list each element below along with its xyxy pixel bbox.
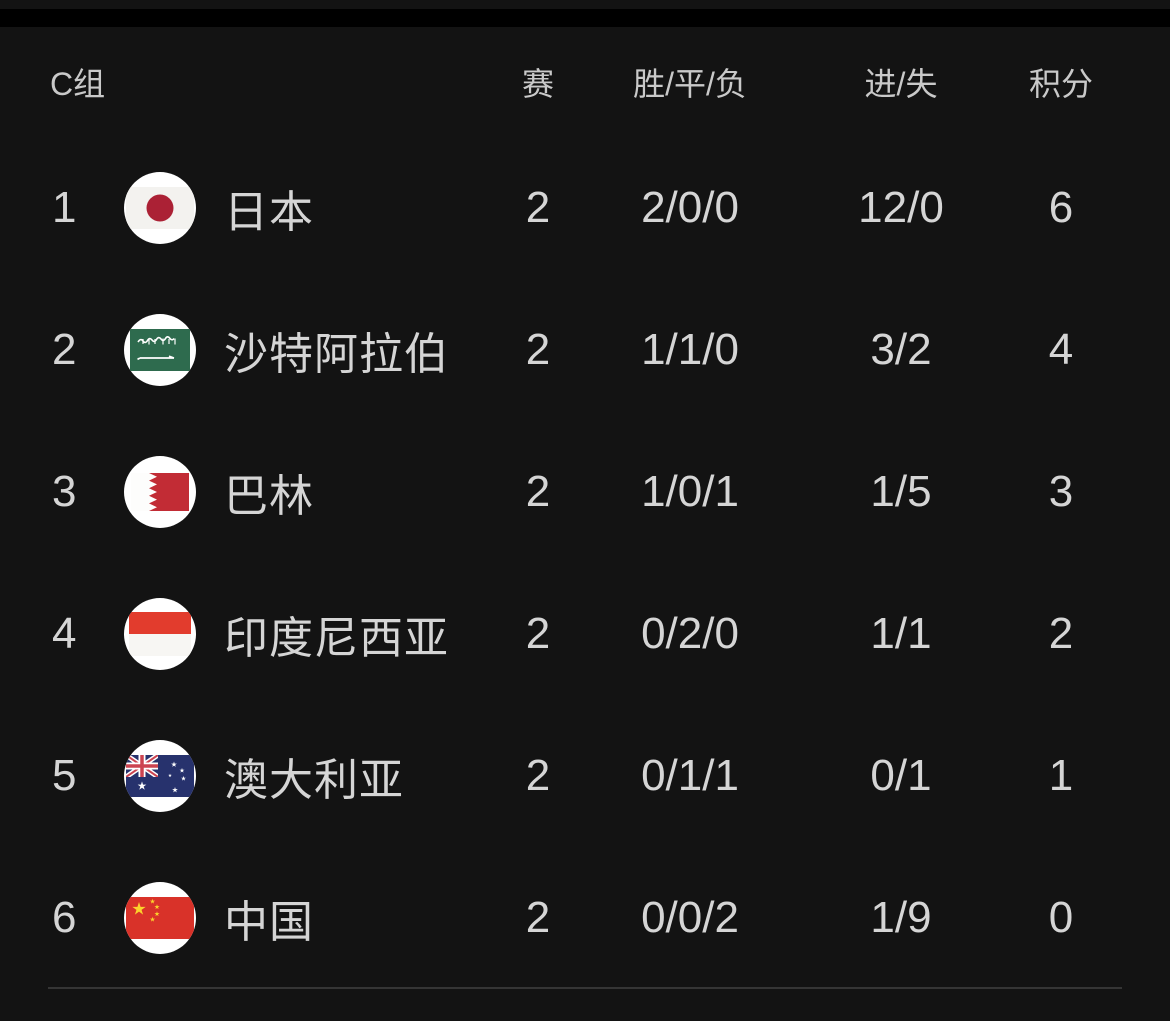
goals-value: 12/0 (858, 183, 944, 232)
indonesia-flag-icon (124, 596, 196, 672)
played-value: 2 (525, 609, 551, 658)
points-value: 3 (1048, 467, 1074, 516)
column-header-wdl: 胜/平/负 (633, 66, 747, 102)
goals-value: 1/5 (870, 467, 932, 516)
top-separator-bar (0, 9, 1170, 27)
points-value: 4 (1048, 325, 1074, 374)
wdl-value: 0/0/2 (641, 893, 739, 942)
played-value: 2 (525, 183, 551, 232)
wdl-value: 1/1/0 (641, 325, 739, 374)
bottom-divider (48, 987, 1122, 989)
group-standings-table: C组 赛 胜/平/负 进/失 积分 1 日本 2 2/0/0 12/0 6 2 (0, 27, 1170, 989)
table-header-row: C组 赛 胜/平/负 进/失 积分 (48, 27, 1122, 137)
saudi-arabia-flag-icon (124, 312, 196, 388)
goals-value: 3/2 (870, 325, 932, 374)
played-value: 2 (525, 325, 551, 374)
china-flag-icon (124, 880, 196, 956)
team-name: 沙特阿拉伯 (224, 330, 449, 379)
played-value: 2 (525, 467, 551, 516)
team-name: 巴林 (224, 472, 314, 521)
points-value: 1 (1048, 751, 1074, 800)
rank-label: 5 (52, 751, 77, 800)
column-header-points: 积分 (1028, 66, 1093, 102)
goals-value: 0/1 (870, 751, 932, 800)
rank-label: 3 (52, 467, 77, 516)
table-row[interactable]: 6 中国 2 0/0/2 1/9 0 (48, 847, 1122, 989)
table-row[interactable]: 4 印度尼西亚 2 0/2/0 1/1 2 (48, 563, 1122, 705)
wdl-value: 0/2/0 (641, 609, 739, 658)
points-value: 0 (1048, 893, 1074, 942)
goals-value: 1/9 (870, 893, 932, 942)
group-title: C组 (50, 66, 106, 102)
wdl-value: 0/1/1 (641, 751, 739, 800)
played-value: 2 (525, 751, 551, 800)
team-name: 印度尼西亚 (224, 614, 449, 663)
wdl-value: 2/0/0 (641, 183, 739, 232)
table-row[interactable]: 3 巴林 2 1/0/1 1/5 3 (48, 421, 1122, 563)
bahrain-flag-icon (124, 454, 196, 530)
goals-value: 1/1 (870, 609, 932, 658)
rank-label: 4 (52, 609, 77, 658)
column-header-goals: 进/失 (864, 66, 938, 102)
wdl-value: 1/0/1 (641, 467, 739, 516)
column-header-played: 赛 (521, 66, 554, 102)
japan-flag-icon (124, 170, 196, 246)
rank-label: 2 (52, 325, 77, 374)
points-value: 2 (1048, 609, 1074, 658)
rank-label: 6 (52, 893, 77, 942)
points-value: 6 (1048, 183, 1074, 232)
table-row[interactable]: 1 日本 2 2/0/0 12/0 6 (48, 137, 1122, 279)
table-row[interactable]: 5 澳大利亚 2 0/1/1 0/1 1 (48, 705, 1122, 847)
played-value: 2 (525, 893, 551, 942)
rank-label: 1 (52, 183, 77, 232)
team-name: 中国 (224, 898, 314, 947)
australia-flag-icon (124, 738, 196, 814)
team-name: 澳大利亚 (224, 756, 404, 805)
table-row[interactable]: 2 沙特阿拉伯 2 1/1/0 3/2 4 (48, 279, 1122, 421)
team-name: 日本 (224, 188, 314, 237)
